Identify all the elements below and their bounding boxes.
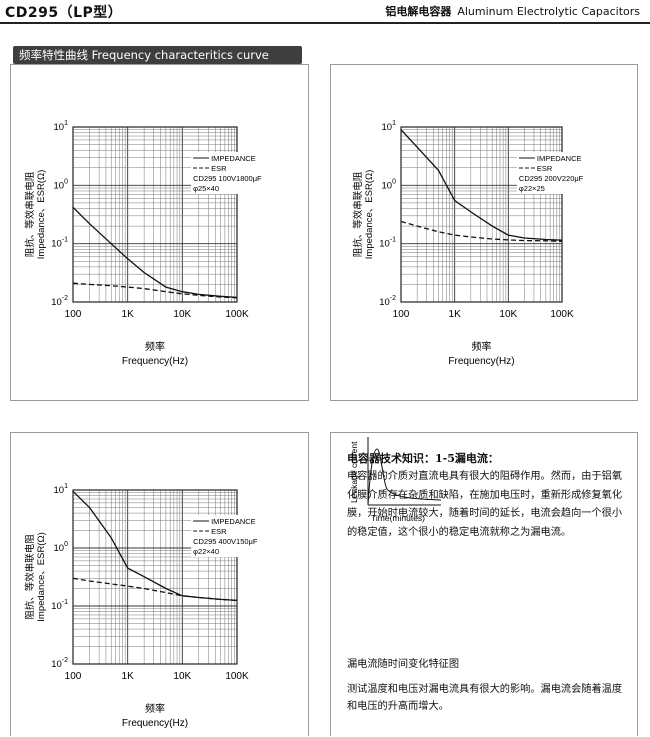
header-rule (0, 22, 650, 24)
x-tick-label: 10K (499, 309, 517, 320)
x-tick-label: 100K (225, 309, 249, 320)
legend-label-impedance: IMPEDANCE (211, 517, 256, 526)
x-axis-title-en: Frequency(Hz) (448, 356, 514, 367)
chart-1: 100 1K 10K 100K 101 100 10-1 10-2 频率 Frequency(Hz… (24, 120, 274, 367)
section-banner: 频率特性曲线 Frequency characteritics curve (13, 46, 302, 64)
tech-title: 电容器技术知识：1-5漏电流： (347, 452, 499, 465)
y-axis-title-en: Impedance、ESR(Ω) (36, 532, 47, 621)
legend-size: φ25×40 (193, 184, 219, 193)
y-axis-title-cn: 阻抗、等效串联电阻 (24, 171, 36, 257)
tech-caption: 漏电流随时间变化特征图 (347, 659, 460, 670)
legend-part-number: CD295 400V150μF (193, 537, 258, 546)
x-tick-label: 100K (225, 671, 249, 682)
x-tick-label: 100K (550, 309, 574, 320)
plot-frame (72, 489, 238, 665)
series-line-esr (72, 577, 238, 602)
legend-box (191, 152, 274, 194)
legend-box (516, 152, 599, 194)
legend-label-impedance: IMPEDANCE (537, 154, 582, 163)
series-line-esr (400, 220, 563, 242)
x-tick-label: 1K (449, 309, 462, 320)
tech-paragraph-2: 测试温度和电压对漏电流具有很大的影响。漏电流会随着温度和电压的升高而增大。 (347, 684, 623, 712)
x-tick-label: 1K (122, 309, 135, 320)
y-tick-label: 101 (382, 120, 397, 133)
series-line-impedance (72, 206, 238, 299)
y-tick-label: 10-1 (51, 237, 68, 250)
model-title: CD295（LP型） (5, 5, 123, 21)
series-line-esr (72, 282, 238, 299)
x-tick-label: 10K (173, 309, 191, 320)
mini-x-label: Time(minutes) (371, 513, 425, 523)
y-tick-label: 10-1 (51, 599, 68, 612)
y-axis-title-cn: 阻抗、等效串联电阻 (352, 171, 364, 257)
tech-panel: 电容器技术知识：1-5漏电流： 电容器的介质对直流电具有很大的阻碍作用。然而，由… (330, 432, 638, 736)
mini-y-label: Leakage current (349, 441, 359, 503)
y-tick-label: 101 (54, 120, 69, 133)
legend-label-impedance: IMPEDANCE (211, 154, 256, 163)
series-line-impedance (400, 129, 563, 241)
x-tick-label: 100 (65, 671, 82, 682)
y-axis-title-en: Impedance、ESR(Ω) (364, 170, 375, 259)
x-axis-title-cn: 频率 (145, 340, 165, 353)
plot-frame (400, 126, 563, 303)
x-axis-title-cn: 频率 (472, 340, 492, 353)
x-axis-title-cn: 频率 (145, 702, 165, 715)
y-tick-label: 10-2 (51, 657, 68, 670)
x-tick-label: 1K (122, 671, 135, 682)
page-header: CD295（LP型） 铝电解电容器 Aluminum Electrolytic C… (0, 0, 650, 24)
x-tick-label: 10K (173, 671, 191, 682)
category-en: Aluminum Electrolytic Capacitors (457, 5, 640, 18)
grid (72, 490, 237, 665)
leakage-current-diagram: Leakage current Time(minutes) (349, 437, 442, 523)
legend-box (191, 515, 274, 557)
x-axis-title-en: Frequency(Hz) (122, 718, 188, 729)
x-axis-title-en: Frequency(Hz) (122, 356, 188, 367)
category-cn: 铝电解电容器 (385, 5, 452, 18)
legend-label-esr: ESR (211, 527, 227, 536)
chart-2: 100 1K 10K 100K 101 100 10-1 10-2 频率 Frequency(Hz… (352, 120, 599, 367)
x-tick-label: 100 (65, 309, 82, 320)
tech-paragraph-1: 电容器的介质对直流电具有很大的阻碍作用。然而，由于铝氧化膜介质存在杂质和缺陷，在… (347, 471, 623, 538)
legend-size: φ22×25 (519, 184, 545, 193)
legend-part-number: CD295 100V1800μF (193, 174, 262, 183)
y-tick-label: 100 (382, 178, 397, 191)
chart-panel-1: 100 1K 10K 100K 101 100 10-1 10-2 频率 Frequency(Hz… (10, 64, 309, 401)
y-tick-label: 10-2 (379, 295, 396, 308)
legend-label-esr: ESR (211, 164, 227, 173)
y-tick-label: 10-1 (379, 237, 396, 250)
legend-label-esr: ESR (537, 164, 553, 173)
y-axis-title-en: Impedance、ESR(Ω) (36, 170, 47, 259)
chart-panel-2: 100 1K 10K 100K 101 100 10-1 10-2 频率 Frequency(Hz… (330, 64, 638, 401)
plot-frame (72, 126, 238, 303)
legend-size: φ22×40 (193, 547, 219, 556)
leakage-curve (367, 448, 442, 506)
chart-3: 100 1K 10K 100K 101 100 10-1 10-2 频率 Frequency(Hz… (24, 483, 274, 729)
legend-part-number: CD295 200V220μF (519, 174, 584, 183)
y-tick-label: 10-2 (51, 295, 68, 308)
y-tick-label: 100 (54, 178, 69, 191)
y-axis-title-cn: 阻抗、等效串联电阻 (24, 534, 36, 620)
category-title: 铝电解电容器 Aluminum Electrolytic Capacitors (385, 3, 640, 19)
y-tick-label: 100 (54, 541, 69, 554)
y-tick-label: 101 (54, 483, 69, 496)
x-tick-label: 100 (393, 309, 410, 320)
chart-panel-3: 100 1K 10K 100K 101 100 10-1 10-2 频率 Frequency(Hz… (10, 432, 309, 736)
